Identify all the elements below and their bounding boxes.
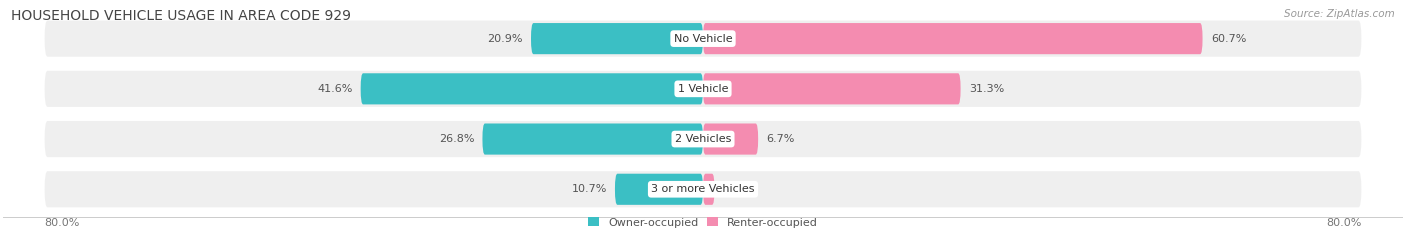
FancyBboxPatch shape: [361, 73, 703, 104]
FancyBboxPatch shape: [531, 23, 703, 54]
FancyBboxPatch shape: [614, 174, 703, 205]
Text: No Vehicle: No Vehicle: [673, 34, 733, 44]
Text: 31.3%: 31.3%: [969, 84, 1004, 94]
FancyBboxPatch shape: [45, 121, 1361, 157]
FancyBboxPatch shape: [45, 171, 1361, 207]
Text: 80.0%: 80.0%: [1326, 218, 1361, 228]
FancyBboxPatch shape: [703, 174, 714, 205]
FancyBboxPatch shape: [703, 23, 1202, 54]
Text: HOUSEHOLD VEHICLE USAGE IN AREA CODE 929: HOUSEHOLD VEHICLE USAGE IN AREA CODE 929: [11, 9, 352, 23]
Legend: Owner-occupied, Renter-occupied: Owner-occupied, Renter-occupied: [588, 217, 818, 228]
Text: 60.7%: 60.7%: [1211, 34, 1246, 44]
Text: Source: ZipAtlas.com: Source: ZipAtlas.com: [1284, 9, 1395, 19]
Text: 2 Vehicles: 2 Vehicles: [675, 134, 731, 144]
Text: 1.4%: 1.4%: [723, 184, 751, 194]
FancyBboxPatch shape: [703, 123, 758, 155]
Text: 1 Vehicle: 1 Vehicle: [678, 84, 728, 94]
Text: 80.0%: 80.0%: [45, 218, 80, 228]
Text: 26.8%: 26.8%: [439, 134, 474, 144]
Text: 20.9%: 20.9%: [488, 34, 523, 44]
Text: 41.6%: 41.6%: [316, 84, 353, 94]
FancyBboxPatch shape: [482, 123, 703, 155]
Text: 6.7%: 6.7%: [766, 134, 794, 144]
Text: 10.7%: 10.7%: [571, 184, 607, 194]
Text: 3 or more Vehicles: 3 or more Vehicles: [651, 184, 755, 194]
FancyBboxPatch shape: [45, 21, 1361, 57]
FancyBboxPatch shape: [703, 73, 960, 104]
FancyBboxPatch shape: [45, 71, 1361, 107]
